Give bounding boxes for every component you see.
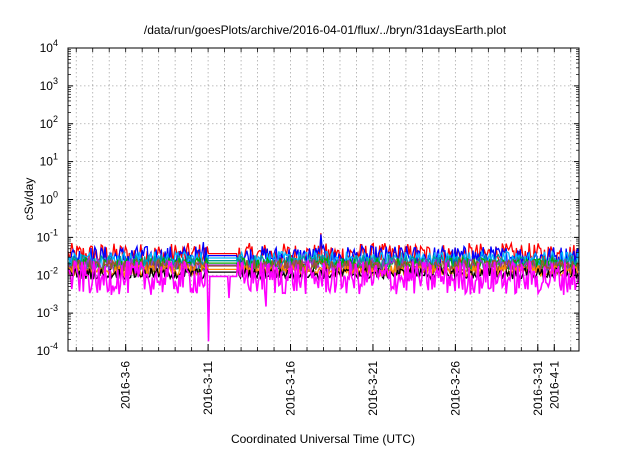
y-tick-label: 10-4 (37, 341, 58, 358)
series-line (67, 249, 580, 270)
series-group (67, 233, 580, 342)
y-axis-label: cSv/day (22, 178, 36, 221)
y-tick-label: 101 (40, 152, 58, 169)
x-tick-label: 2016-3-11 (201, 361, 215, 415)
x-tick-label: 2016-3-31 (531, 361, 545, 416)
y-tick-label: 10-1 (37, 227, 58, 244)
y-tick-label: 100 (40, 190, 58, 207)
axis-ticks: 10-4 10-3 10-2 10-1 100 101 102 103 104 2016-3-6 2… (37, 38, 579, 416)
x-tick-label: 2016-4-1 (547, 361, 561, 409)
grid (68, 48, 579, 351)
chart-title: /data/run/goesPlots/archive/2016-04-01/f… (144, 23, 507, 37)
x-tick-label: 2016-3-6 (119, 361, 133, 409)
x-tick-label: 2016-3-21 (366, 361, 380, 416)
y-tick-label: 103 (40, 76, 58, 93)
y-tick-label: 10-3 (37, 303, 58, 320)
x-tick-label: 2016-3-26 (448, 361, 462, 416)
x-axis-label: Coordinated Universal Time (UTC) (231, 432, 415, 446)
y-tick-label: 104 (40, 38, 58, 55)
x-tick-label: 2016-3-16 (284, 361, 298, 416)
y-tick-label: 102 (40, 114, 58, 131)
series-line (67, 258, 580, 342)
y-tick-label: 10-2 (37, 265, 58, 282)
